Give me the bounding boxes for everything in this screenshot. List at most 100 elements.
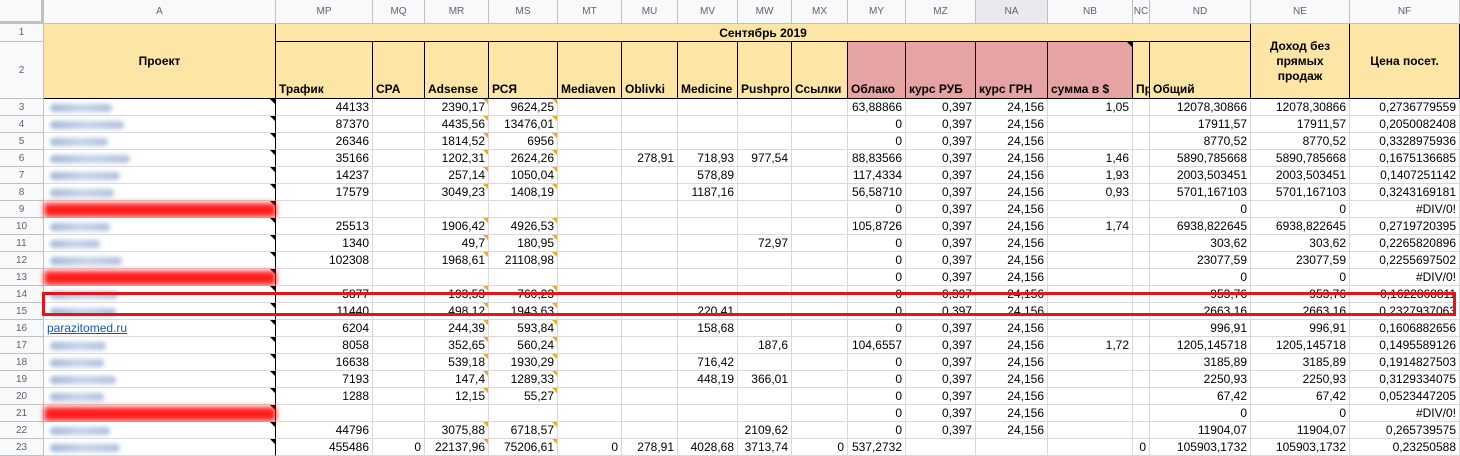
data-cell[interactable] bbox=[558, 133, 622, 150]
data-cell[interactable] bbox=[622, 201, 678, 218]
data-cell[interactable] bbox=[738, 405, 792, 422]
data-cell[interactable]: 0,397 bbox=[906, 320, 976, 337]
data-cell[interactable] bbox=[1133, 337, 1150, 354]
data-cell[interactable]: 3713,74 bbox=[738, 439, 792, 456]
data-cell[interactable]: 0 bbox=[1150, 269, 1251, 286]
data-cell[interactable] bbox=[425, 201, 489, 218]
data-cell[interactable]: 560,24 bbox=[489, 337, 558, 354]
data-cell[interactable]: 35166 bbox=[276, 150, 373, 167]
data-cell[interactable]: 55,27 bbox=[489, 388, 558, 405]
row-header-1[interactable]: 1 bbox=[0, 24, 44, 42]
data-cell[interactable]: 11904,07 bbox=[1150, 422, 1251, 439]
data-cell[interactable] bbox=[792, 218, 848, 235]
data-cell[interactable]: 2624,26 bbox=[489, 150, 558, 167]
data-cell[interactable]: 75206,61 bbox=[489, 439, 558, 456]
data-cell[interactable]: 716,42 bbox=[678, 354, 738, 371]
data-cell[interactable] bbox=[738, 303, 792, 320]
data-cell[interactable]: 24,156 bbox=[976, 133, 1048, 150]
data-cell[interactable]: 0,397 bbox=[906, 252, 976, 269]
data-cell[interactable]: 1943,63 bbox=[489, 303, 558, 320]
data-cell[interactable]: 1814,52 bbox=[425, 133, 489, 150]
data-cell[interactable]: 9624,25 bbox=[489, 99, 558, 116]
row-header-9[interactable]: 9 bbox=[0, 201, 44, 218]
row-header-7[interactable]: 7 bbox=[0, 167, 44, 184]
column-header-mt[interactable]: MT bbox=[558, 0, 622, 24]
data-cell[interactable] bbox=[1133, 405, 1150, 422]
data-cell[interactable]: 11440 bbox=[276, 303, 373, 320]
data-cell[interactable]: 0 bbox=[848, 235, 906, 252]
data-cell[interactable] bbox=[558, 286, 622, 303]
data-cell[interactable]: 6938,822645 bbox=[1251, 218, 1350, 235]
data-cell[interactable] bbox=[678, 337, 738, 354]
data-cell[interactable] bbox=[792, 422, 848, 439]
data-cell[interactable] bbox=[558, 167, 622, 184]
data-cell[interactable]: 23077,59 bbox=[1251, 252, 1350, 269]
data-cell[interactable]: 1340 bbox=[276, 235, 373, 252]
data-cell[interactable]: 1408,19 bbox=[489, 184, 558, 201]
data-cell[interactable] bbox=[1133, 354, 1150, 371]
data-cell[interactable] bbox=[373, 422, 425, 439]
data-cell[interactable]: 44133 bbox=[276, 99, 373, 116]
data-cell[interactable] bbox=[373, 133, 425, 150]
data-cell[interactable]: 0 bbox=[848, 405, 906, 422]
header-4[interactable]: РСЯ bbox=[489, 42, 558, 99]
data-cell[interactable]: 0 bbox=[1251, 269, 1350, 286]
data-cell[interactable] bbox=[792, 354, 848, 371]
header-14[interactable]: Пр bbox=[1133, 42, 1150, 99]
data-cell[interactable] bbox=[1133, 201, 1150, 218]
data-cell[interactable]: 257,14 bbox=[425, 167, 489, 184]
data-cell[interactable]: 996,91 bbox=[1150, 320, 1251, 337]
row-header-14[interactable]: 14 bbox=[0, 286, 44, 303]
data-cell[interactable]: 1205,145718 bbox=[1251, 337, 1350, 354]
data-cell[interactable]: 87370 bbox=[276, 116, 373, 133]
project-cell-14[interactable] bbox=[44, 286, 276, 303]
data-cell[interactable]: 448,19 bbox=[678, 371, 738, 388]
data-cell[interactable]: 187,6 bbox=[738, 337, 792, 354]
data-cell[interactable]: 23077,59 bbox=[1150, 252, 1251, 269]
data-cell[interactable]: 1202,31 bbox=[425, 150, 489, 167]
data-cell[interactable] bbox=[1048, 320, 1133, 337]
data-cell[interactable]: 0,265739575 bbox=[1350, 422, 1460, 439]
data-cell[interactable]: 1968,61 bbox=[425, 252, 489, 269]
data-cell[interactable]: 3185,89 bbox=[1251, 354, 1350, 371]
data-cell[interactable]: 0 bbox=[1150, 405, 1251, 422]
data-cell[interactable]: 24,156 bbox=[976, 286, 1048, 303]
data-cell[interactable]: 17911,57 bbox=[1251, 116, 1350, 133]
data-cell[interactable]: 2003,503451 bbox=[1251, 167, 1350, 184]
data-cell[interactable]: 26346 bbox=[276, 133, 373, 150]
data-cell[interactable]: 0 bbox=[848, 133, 906, 150]
data-cell[interactable]: 0,1622868811 bbox=[1350, 286, 1460, 303]
data-cell[interactable]: 2663,16 bbox=[1251, 303, 1350, 320]
data-cell[interactable] bbox=[678, 286, 738, 303]
row-header-6[interactable]: 6 bbox=[0, 150, 44, 167]
data-cell[interactable]: 953,76 bbox=[1150, 286, 1251, 303]
data-cell[interactable]: 1,74 bbox=[1048, 218, 1133, 235]
data-cell[interactable] bbox=[373, 303, 425, 320]
data-cell[interactable]: 0 bbox=[1150, 201, 1251, 218]
data-cell[interactable]: 22137,96 bbox=[425, 439, 489, 456]
data-cell[interactable] bbox=[792, 252, 848, 269]
data-cell[interactable] bbox=[622, 116, 678, 133]
data-cell[interactable]: 14237 bbox=[276, 167, 373, 184]
row-header-8[interactable]: 8 bbox=[0, 184, 44, 201]
data-cell[interactable]: 455486 bbox=[276, 439, 373, 456]
data-cell[interactable]: 996,91 bbox=[1251, 320, 1350, 337]
data-cell[interactable]: 24,156 bbox=[976, 252, 1048, 269]
project-cell-18[interactable] bbox=[44, 354, 276, 371]
data-cell[interactable] bbox=[678, 405, 738, 422]
data-cell[interactable]: 17579 bbox=[276, 184, 373, 201]
data-cell[interactable]: 67,42 bbox=[1150, 388, 1251, 405]
data-cell[interactable]: 8770,52 bbox=[1251, 133, 1350, 150]
data-cell[interactable]: 5701,167103 bbox=[1251, 184, 1350, 201]
data-cell[interactable]: 278,91 bbox=[622, 150, 678, 167]
data-cell[interactable]: #DIV/0! bbox=[1350, 269, 1460, 286]
data-cell[interactable]: 67,42 bbox=[1251, 388, 1350, 405]
header-income-without-direct-sales[interactable]: Доход без прямых продаж bbox=[1251, 24, 1350, 99]
data-cell[interactable]: 1,93 bbox=[1048, 167, 1133, 184]
data-cell[interactable]: 760,23 bbox=[489, 286, 558, 303]
data-cell[interactable] bbox=[489, 269, 558, 286]
data-cell[interactable] bbox=[738, 252, 792, 269]
data-cell[interactable]: 0,397 bbox=[906, 388, 976, 405]
data-cell[interactable]: 0,397 bbox=[906, 201, 976, 218]
data-cell[interactable] bbox=[1133, 99, 1150, 116]
